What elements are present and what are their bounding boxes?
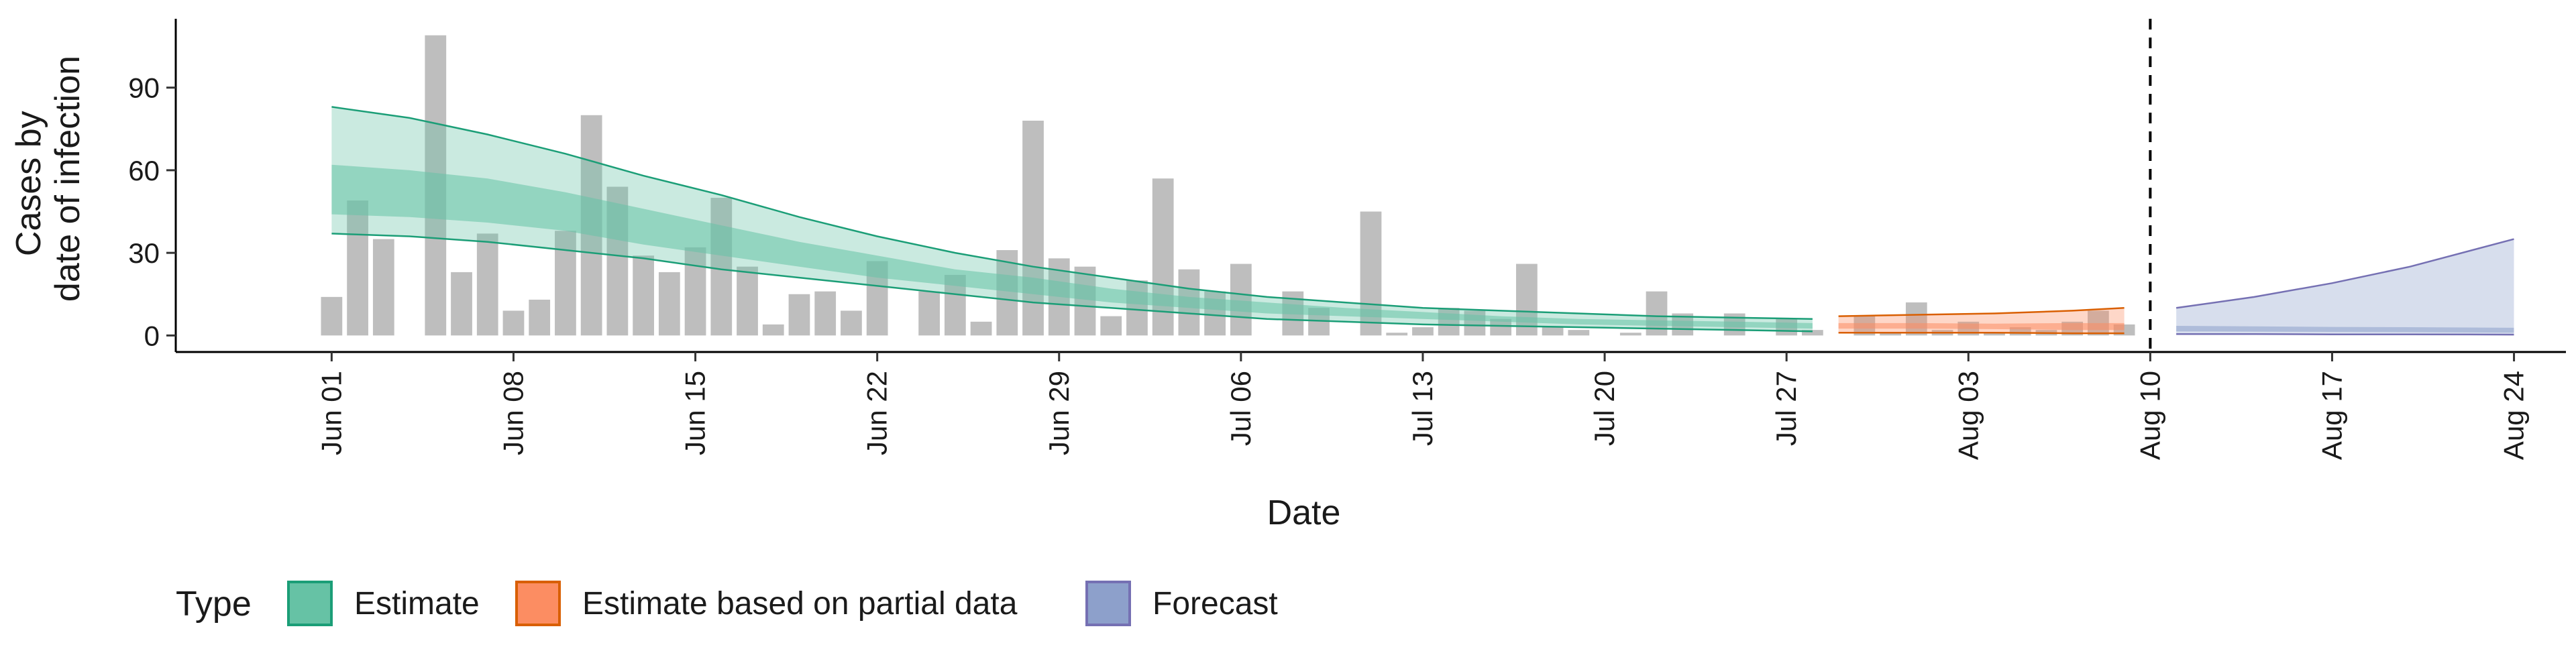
- x-tick-label: Jun 08: [497, 371, 529, 455]
- observed-bar: [1126, 280, 1148, 336]
- observed-bar: [2088, 310, 2109, 336]
- axes: Jun 01 Jun 08 Jun 15 Jun 22 Jun 29 Jul 06 Jul …: [128, 19, 2566, 460]
- legend-label: Estimate: [354, 586, 480, 622]
- observed-bar: [347, 200, 368, 336]
- legend-swatch: [515, 581, 561, 626]
- observed-bar: [476, 233, 498, 336]
- observed-bar: [1022, 120, 1044, 336]
- estimate-band-50: [331, 164, 1813, 329]
- estimate-based-on-partial-data-upper-line: [1838, 307, 2125, 317]
- observed-bar: [710, 197, 733, 336]
- observed-bar: [1438, 308, 1460, 336]
- x-axis-title: Date: [1267, 493, 1341, 532]
- observed-bar: [814, 291, 837, 336]
- observed-bar: [1515, 263, 1538, 336]
- legend-items: Estimate Estimate based on partial data Fo…: [287, 581, 1278, 626]
- x-tick-label: Jun 01: [315, 371, 347, 455]
- observed-bar: [737, 266, 758, 336]
- observed-bar: [1542, 327, 1564, 336]
- observed-bar: [841, 310, 862, 336]
- legend-title: Type: [176, 585, 252, 624]
- forecast-band-50: [2176, 326, 2514, 333]
- y-axis-title-line-2: date of infection: [48, 56, 87, 302]
- legend-label: Forecast: [1152, 586, 1278, 622]
- observed-bar: [918, 291, 940, 336]
- observed-bar: [1152, 178, 1174, 336]
- observed-bar: [788, 294, 810, 336]
- estimate-upper-line: [331, 106, 1813, 320]
- observed-bar: [658, 272, 680, 336]
- x-tick-label: Aug 10: [2134, 371, 2165, 460]
- x-tick-label: Aug 17: [2316, 371, 2347, 460]
- observed-bar: [1074, 266, 1096, 336]
- observed-bar: [1905, 302, 1927, 336]
- observed-bar: [451, 272, 472, 336]
- observed-bar: [1619, 333, 1642, 336]
- observed-bar: [1984, 333, 2005, 336]
- observed-bar: [1880, 333, 1901, 336]
- observed-bar: [996, 250, 1018, 336]
- forecast-upper-line: [2176, 238, 2514, 309]
- observed-bar: [1802, 330, 1823, 336]
- observed-bar: [762, 324, 784, 336]
- observed-bar: [684, 247, 706, 336]
- forecast-band-90: [2176, 239, 2514, 335]
- forecast-lower-line: [2176, 333, 2514, 336]
- legend-swatch: [1085, 581, 1131, 626]
- x-tick-label: Jun 22: [861, 371, 893, 455]
- observed-bar: [321, 296, 343, 336]
- y-axis-title: Cases by date of infection: [9, 56, 87, 302]
- observed-bar: [372, 239, 394, 336]
- observed-bar: [529, 299, 551, 336]
- observed-bar: [1386, 333, 1408, 336]
- x-tick-label: Jun 15: [680, 371, 711, 455]
- x-tick-label: Aug 03: [1952, 371, 1984, 460]
- observed-bar: [1230, 263, 1252, 336]
- estimate-based-on-partial-data-band-50: [1838, 322, 2125, 331]
- observed-bar: [970, 321, 992, 336]
- x-tick-label: Jul 20: [1589, 371, 1620, 446]
- y-tick-label: 90: [128, 72, 160, 104]
- estimate-bands: [331, 106, 2514, 336]
- observed-bar: [502, 310, 525, 336]
- x-axis-ticks: Jun 01 Jun 08 Jun 15 Jun 22 Jun 29 Jul 06 Jul …: [315, 352, 2530, 460]
- observed-bar: [633, 255, 654, 336]
- observed-bar: [555, 231, 576, 336]
- legend: Type Estimate Estimate based on partial d…: [176, 581, 1278, 626]
- y-tick-label: 0: [144, 320, 160, 351]
- observed-bar: [1100, 316, 1122, 336]
- observed-bar: [1412, 327, 1434, 336]
- y-tick-label: 60: [128, 155, 160, 186]
- observed-bar: [1568, 330, 1590, 336]
- y-axis-ticks: 0 30 60 90: [128, 72, 176, 351]
- legend-label: Estimate based on partial data: [582, 586, 1018, 622]
- x-tick-label: Aug 24: [2498, 371, 2530, 460]
- y-tick-label: 30: [128, 237, 160, 269]
- x-tick-label: Jul 27: [1770, 371, 1802, 446]
- legend-swatch: [287, 581, 333, 626]
- x-tick-label: Jul 06: [1225, 371, 1256, 446]
- y-axis-title-line-1: Cases by: [9, 111, 48, 256]
- estimate-lower-line: [331, 233, 1813, 333]
- x-tick-label: Jul 13: [1407, 371, 1438, 446]
- x-tick-label: Jun 29: [1043, 371, 1075, 455]
